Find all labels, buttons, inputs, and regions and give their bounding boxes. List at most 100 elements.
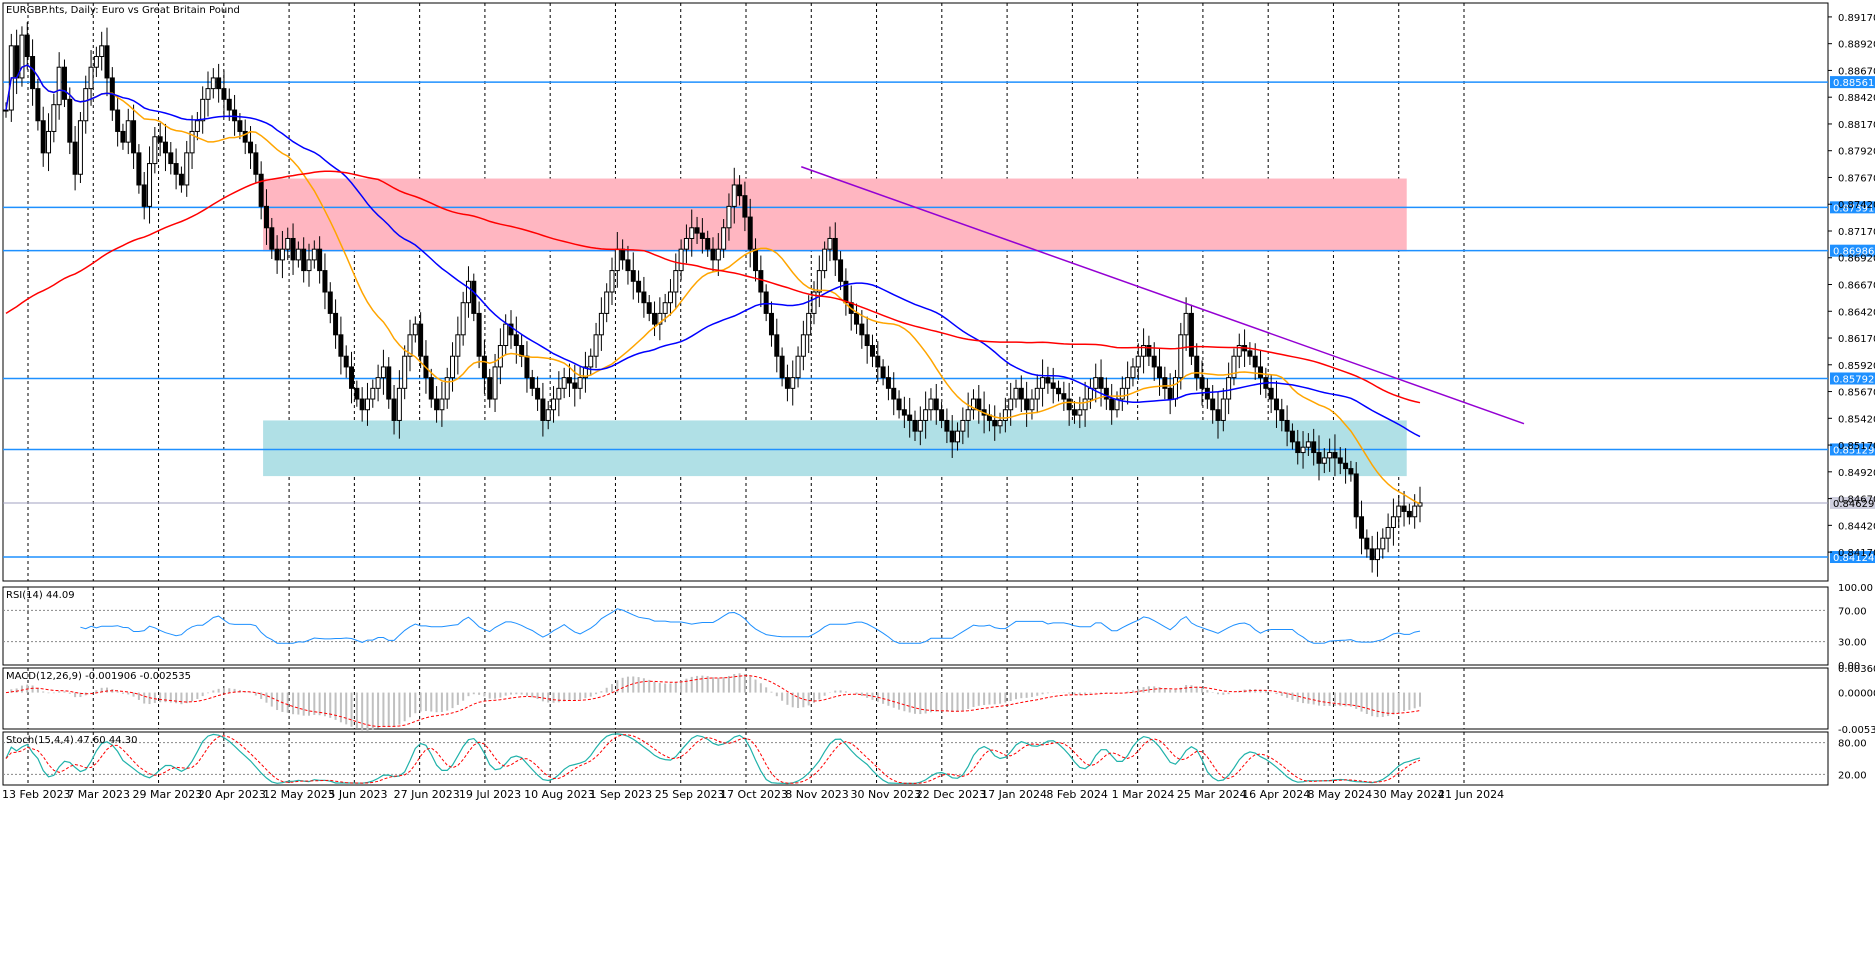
candle-body [768, 312, 774, 336]
candle-body [1247, 350, 1253, 357]
candle-body [1087, 387, 1093, 400]
price-level-tag [1830, 443, 1875, 456]
candle-body [24, 34, 30, 58]
x-tick-label: 25 Mar 2024 [1177, 788, 1247, 801]
candle-body [694, 227, 700, 234]
price-level-value: 0.88561 [1833, 78, 1874, 89]
candle-body [577, 377, 583, 389]
candle-body [1056, 387, 1062, 395]
candle-body [1343, 462, 1349, 470]
stoch-tick-label: 80.00 [1838, 739, 1867, 750]
price-level-value: 0.85129 [1833, 445, 1874, 456]
candle-body [1337, 457, 1343, 464]
candle-body [960, 419, 966, 432]
macd-tick-label: -0.005345 [1838, 725, 1875, 736]
candle-body [997, 419, 1003, 427]
candle-body [1119, 387, 1125, 400]
candle-body [285, 237, 291, 250]
current-price-value: 0.84629 [1833, 499, 1874, 510]
trendline [801, 166, 1525, 425]
rsi-tick-label: 100.00 [1838, 583, 1873, 594]
candle-body [375, 377, 381, 389]
candle-body [800, 334, 806, 357]
candle-body [1374, 548, 1380, 561]
candles [3, 22, 1423, 577]
candle-body [1327, 452, 1333, 459]
candle-body [51, 104, 57, 132]
candle-body [306, 259, 312, 272]
price-level-value: 0.87391 [1833, 203, 1874, 214]
candle-body [301, 248, 307, 272]
candle-body [1268, 387, 1274, 400]
candle-body [774, 334, 780, 357]
candle-body [131, 120, 137, 154]
candle-body [258, 173, 264, 207]
candle-body [333, 312, 339, 336]
candle-body [726, 205, 732, 229]
candle-body [928, 398, 934, 411]
candle-body [689, 227, 695, 239]
candle-body [1417, 502, 1423, 507]
candle-body [758, 270, 764, 293]
candle-body [1141, 345, 1147, 357]
candle-body [1353, 473, 1359, 518]
candle-body [263, 205, 269, 229]
candle-body [439, 398, 445, 411]
candle-body [609, 270, 615, 293]
candle-body [1146, 345, 1152, 357]
ma-slow-line [5, 170, 1421, 404]
candle-body [503, 323, 509, 347]
candle-body [1284, 419, 1290, 432]
candle-body [524, 355, 530, 379]
candle-body [83, 88, 89, 122]
candle-body [1188, 312, 1194, 357]
candle-body [290, 237, 296, 261]
candle-body [912, 419, 918, 432]
candle-body [1135, 355, 1141, 368]
candle-body [965, 409, 971, 421]
candle-body [1002, 409, 1008, 421]
candle-body [14, 45, 20, 79]
price-level-tag [1830, 76, 1875, 89]
candle-body [1406, 510, 1412, 518]
candle-body [593, 334, 599, 357]
macd-title: MACD(12,26,9) -0.001906 -0.002535 [6, 671, 191, 682]
macd-signal-line [5, 675, 1421, 728]
x-tick-label: 21 Jun 2024 [1438, 788, 1504, 801]
candle-body [705, 237, 711, 250]
candle-body [992, 419, 998, 427]
candle-body [428, 377, 434, 400]
x-tick-label: 22 Dec 2023 [916, 788, 986, 801]
candle-body [1178, 334, 1184, 379]
candle-body [72, 141, 78, 175]
x-tick-label: 16 Apr 2024 [1242, 788, 1310, 801]
candle-body [1125, 377, 1131, 389]
candle-body [641, 291, 647, 304]
candle-body [1252, 355, 1258, 368]
x-tick-label: 29 Mar 2023 [133, 788, 203, 801]
x-tick-label: 5 Jun 2023 [328, 788, 387, 801]
candle-body [976, 398, 982, 411]
x-tick-label: 19 Jul 2023 [459, 788, 521, 801]
candle-body [455, 334, 461, 357]
candle-body [1380, 537, 1386, 550]
candle-body [1305, 441, 1311, 448]
candle-body [354, 387, 360, 400]
candle-body [551, 398, 557, 411]
candle-body [1172, 377, 1178, 400]
candle-body [753, 248, 759, 272]
candle-body [194, 120, 200, 132]
candle-body [667, 291, 673, 304]
candle-body [636, 280, 642, 293]
candle-body [492, 366, 498, 400]
candle-body [630, 270, 636, 282]
candle-body [646, 302, 652, 314]
macd-tick-label: 0.003608 [1838, 664, 1875, 675]
candle-body [843, 280, 849, 304]
candle-body [907, 414, 913, 421]
